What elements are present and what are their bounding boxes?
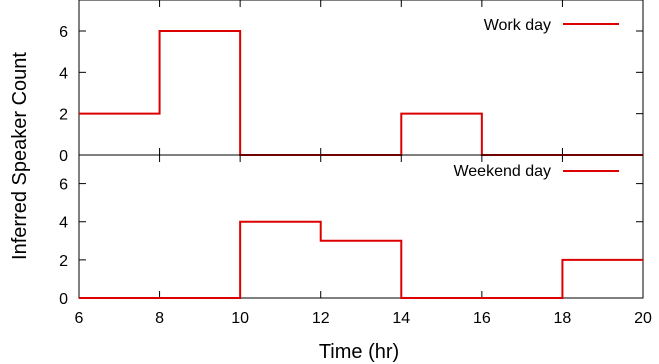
x-tick-label: 6 bbox=[75, 310, 84, 327]
x-tick-label: 16 bbox=[473, 310, 491, 327]
plot-frame bbox=[78, 0, 644, 156]
y-tick-label: 6 bbox=[59, 24, 68, 41]
legend-label: Work day bbox=[484, 17, 551, 34]
y-tick-label: 4 bbox=[59, 215, 68, 232]
y-tick-label: 2 bbox=[59, 253, 68, 270]
x-tick-label: 18 bbox=[554, 310, 572, 327]
x-tick-label: 10 bbox=[231, 310, 249, 327]
x-tick-label: 14 bbox=[392, 310, 410, 327]
x-tick-label: 12 bbox=[312, 310, 330, 327]
legend-label: Weekend day bbox=[453, 163, 551, 180]
y-tick-label: 6 bbox=[59, 177, 68, 194]
y-tick-label: 2 bbox=[59, 107, 68, 124]
y-axis-title: Inferred Speaker Count bbox=[9, 52, 31, 260]
series-line-work-day bbox=[79, 30, 643, 156]
y-tick-label: 0 bbox=[59, 148, 68, 165]
x-tick-label: 20 bbox=[634, 310, 652, 327]
y-tick-label: 0 bbox=[59, 291, 68, 308]
panel-2: 0 2 4 6 6 8 10 12 14 16 18 20 Weekend day bbox=[59, 154, 652, 327]
series-line-weekend-day bbox=[79, 220, 643, 299]
chart-panels: 0 2 4 6 Work day 0 2 4 6 6 8 10 12 14 16 18 20 Weekend da… bbox=[59, 0, 652, 327]
y-tick-label: 4 bbox=[59, 65, 68, 82]
x-tick-label: 8 bbox=[155, 310, 164, 327]
x-axis-title: Time (hr) bbox=[319, 341, 399, 363]
panel-1: 0 2 4 6 Work day bbox=[59, 0, 644, 165]
plot-frame bbox=[78, 154, 644, 299]
